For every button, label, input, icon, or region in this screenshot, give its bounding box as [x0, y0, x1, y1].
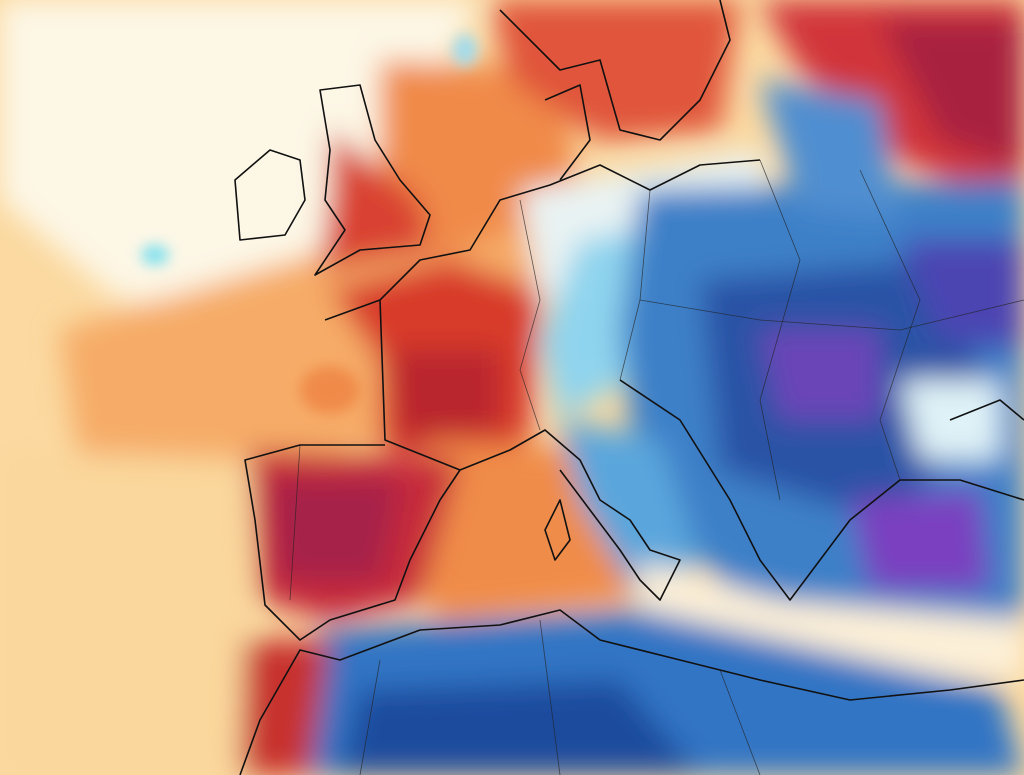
area	[230, 640, 330, 775]
border	[539, 619, 561, 775]
coast	[459, 429, 681, 601]
border	[859, 169, 921, 481]
area	[760, 330, 880, 420]
area	[760, 80, 900, 220]
area	[900, 240, 1024, 350]
coast	[619, 379, 1024, 601]
coast	[314, 84, 431, 276]
area	[0, 0, 480, 300]
border	[519, 199, 541, 431]
spot	[300, 366, 360, 414]
border	[639, 299, 1024, 331]
area	[340, 680, 700, 775]
area	[320, 130, 430, 270]
spot	[453, 34, 477, 66]
coastlines	[234, 0, 1024, 775]
borders	[289, 159, 1024, 775]
area	[850, 490, 990, 590]
coast	[239, 609, 1024, 775]
area	[880, 20, 1024, 170]
spot	[141, 245, 169, 265]
coast	[234, 149, 306, 241]
coast	[499, 0, 731, 141]
area	[390, 350, 500, 440]
coast	[949, 399, 1024, 421]
border	[289, 444, 301, 601]
coast	[544, 499, 571, 561]
coast	[544, 84, 591, 181]
area	[0, 450, 250, 775]
area	[270, 480, 400, 580]
border	[359, 659, 381, 775]
border	[759, 159, 801, 501]
area	[400, 440, 630, 620]
area	[490, 0, 740, 140]
border	[719, 669, 761, 775]
small-features	[141, 34, 477, 414]
coast	[324, 159, 761, 321]
